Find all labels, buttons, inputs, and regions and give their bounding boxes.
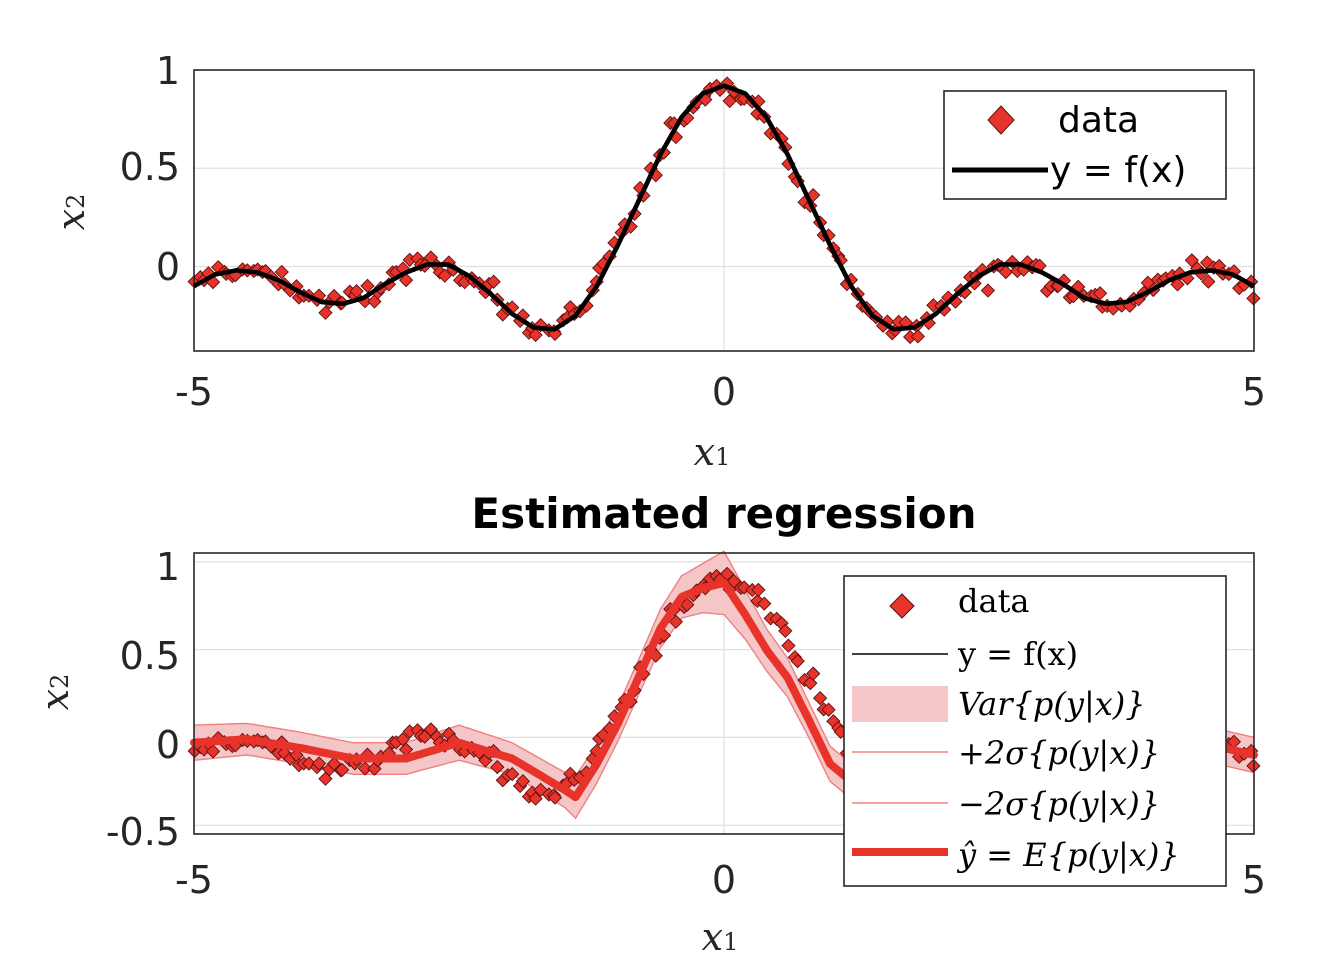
top-y-axis-label-sub: 2 — [62, 194, 90, 209]
bottom-legend-label-plus2s: +2σ{p(y|x)} — [958, 734, 1160, 772]
bottom-xtick-label: 5 — [1242, 858, 1266, 902]
bottom-ytick-label: 0.5 — [120, 634, 180, 678]
top-legend-label-data: data — [1058, 100, 1139, 141]
bottom-xtick-label: -5 — [175, 858, 213, 902]
data-point — [757, 596, 772, 611]
data-point — [547, 326, 563, 342]
data-point — [751, 582, 766, 598]
top-legend-label-fx: y = f(x) — [1050, 150, 1186, 191]
data-point — [998, 264, 1013, 280]
data-point — [515, 774, 531, 789]
bottom-y-axis-label-sub: 2 — [46, 674, 74, 689]
data-point — [1092, 286, 1108, 301]
data-point — [722, 93, 737, 109]
data-point — [318, 305, 333, 320]
data-point — [274, 264, 289, 280]
data-point — [1170, 277, 1185, 292]
top-x-axis-label: x1 — [694, 430, 731, 474]
data-point — [205, 744, 221, 759]
data-point — [360, 278, 375, 293]
bottom-y-axis-label: x2 — [33, 674, 77, 711]
bottom-legend-label-fx: y = f(x) — [957, 635, 1078, 673]
top-legend-data-marker — [987, 105, 1015, 135]
data-point — [528, 791, 543, 806]
data-point — [668, 614, 684, 629]
bottom-legend-var-swatch — [852, 686, 948, 722]
data-point — [812, 690, 828, 706]
bottom-legend-label-minus2s: −2σ{p(y|x)} — [958, 785, 1160, 823]
bottom-plot-frame — [193, 552, 1255, 835]
data-point — [778, 623, 793, 639]
data-point — [720, 566, 735, 582]
bottom-ytick-label: 0 — [156, 723, 180, 767]
bottom-x-axis-label: x1 — [702, 915, 739, 959]
bottom-legend-data-marker — [889, 593, 915, 619]
top-x-axis-label-sub: 1 — [715, 443, 730, 471]
data-point — [1201, 274, 1216, 289]
bottom-xtick-label: 0 — [712, 858, 736, 902]
top-y-axis-label: x2 — [49, 194, 93, 231]
top-legend: data y = f(x) — [943, 90, 1227, 200]
top-plot-frame — [193, 69, 1255, 352]
data-point — [490, 759, 505, 775]
top-xtick-label: 5 — [1242, 370, 1266, 414]
data-point — [357, 761, 373, 776]
top-ytick-label: 1 — [156, 49, 180, 93]
top-xtick-label: 0 — [712, 370, 736, 414]
data-point — [680, 597, 695, 612]
data-point — [398, 272, 414, 288]
bottom-x-axis-label-sub: 1 — [723, 928, 738, 956]
top-xtick-label: -5 — [175, 370, 213, 414]
data-point — [334, 762, 350, 777]
data-point — [790, 653, 805, 669]
data-point — [781, 638, 796, 653]
bottom-ytick-label: -0.5 — [106, 810, 180, 854]
top-legend-box — [943, 90, 1227, 200]
data-point — [437, 268, 452, 283]
data-point — [505, 766, 520, 782]
bottom-legend-label-mean: ŷ = E{p(y|x)} — [956, 836, 1180, 874]
bottom-legend: data y = f(x) Var{p(y|x)} +2σ{p(y|x)} −2… — [843, 575, 1227, 887]
bottom-legend-box — [843, 575, 1227, 887]
bottom-plot: Estimated regression -5 0 5 -0.5 0 0.5 1… — [33, 489, 1266, 959]
top-ytick-label: 0.5 — [120, 145, 180, 189]
data-point — [311, 756, 327, 771]
bottom-plot-title: Estimated regression — [471, 489, 976, 538]
bottom-legend-label-data: data — [958, 582, 1030, 620]
fx-curve-overlay — [192, 83, 1256, 332]
top-plot: -5 0 5 0 0.5 1 x1 x2 data y = f(x) — [49, 49, 1266, 474]
data-point — [980, 283, 996, 298]
data-point — [528, 327, 543, 343]
data-point — [547, 790, 563, 805]
bottom-ytick-label: 1 — [156, 545, 180, 589]
bottom-legend-label-var: Var{p(y|x)} — [958, 685, 1146, 723]
data-point — [486, 274, 501, 289]
top-ytick-label: 0 — [156, 245, 180, 289]
data-point — [910, 329, 926, 344]
data-point — [821, 702, 836, 717]
data-point — [806, 666, 821, 681]
